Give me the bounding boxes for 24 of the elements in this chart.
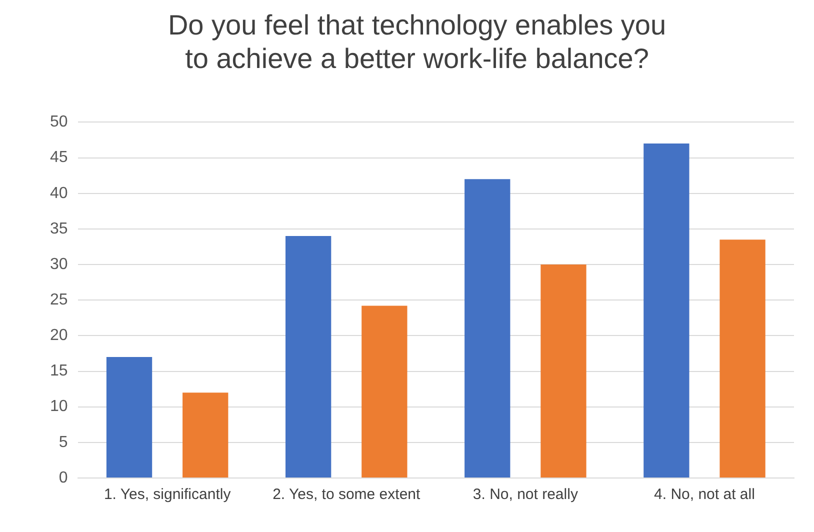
- y-tick-label: 5: [58, 434, 68, 451]
- y-tick-label: 35: [50, 220, 68, 238]
- x-tick-label: 4. No, not at all: [654, 486, 755, 504]
- bar: [182, 392, 228, 478]
- y-tick-label: 0: [58, 469, 68, 486]
- y-tick-label: 15: [50, 362, 68, 380]
- bar: [464, 179, 510, 478]
- y-tick-label: 50: [50, 114, 68, 131]
- x-tick-label: 3. No, not really: [472, 486, 578, 504]
- y-tick-label: 30: [50, 256, 68, 273]
- y-tick-label: 45: [50, 149, 68, 166]
- bar: [285, 236, 332, 478]
- x-tick-label: 2. Yes, to some extent: [272, 486, 421, 504]
- y-tick-label: 20: [50, 327, 68, 344]
- y-tick-label: 25: [50, 292, 68, 309]
- bar: [540, 264, 586, 478]
- x-tick-label: 1. Yes, significantly: [104, 486, 232, 504]
- y-tick-label: 10: [50, 398, 68, 416]
- y-tick-label: 40: [50, 184, 68, 202]
- bar: [720, 240, 766, 478]
- bar: [644, 144, 690, 478]
- chart-title: Do you feel that technology enables you to achieve a better work-life balance?: [168, 10, 666, 74]
- bar: [106, 357, 152, 478]
- bar: [362, 306, 408, 478]
